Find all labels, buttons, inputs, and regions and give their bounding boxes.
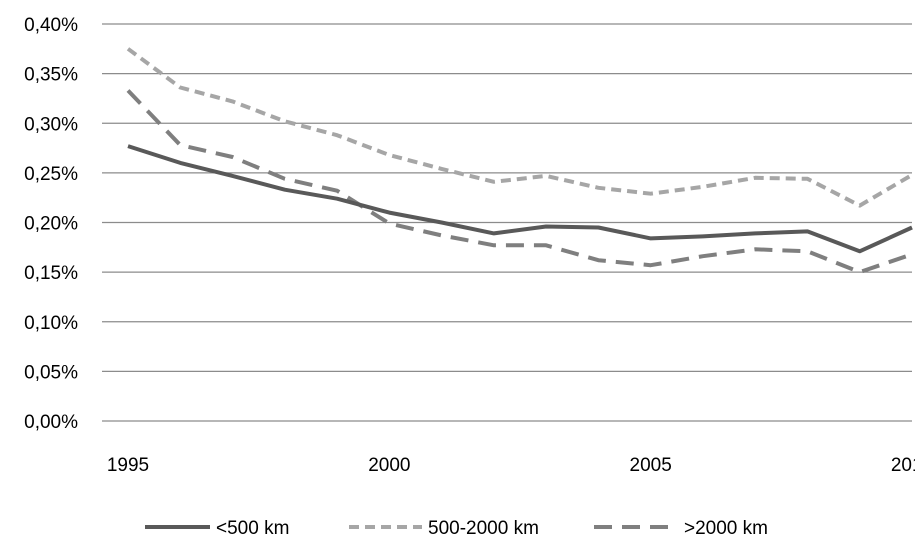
legend-label-0: <500 km <box>216 518 289 539</box>
y-tick-label: 0,25% <box>24 164 78 185</box>
series-line-0 <box>127 144 913 254</box>
gridlines <box>102 23 912 422</box>
series-line-2 <box>126 89 913 275</box>
y-axis-tick-labels: 0,00% 0,05% 0,10% 0,15% 0,20% 0,25% 0,30% 0,35%… <box>24 15 78 433</box>
x-tick-label: 2010 <box>891 455 915 476</box>
series-lines <box>126 47 914 275</box>
legend-label-2: >2000 km <box>684 518 768 539</box>
y-tick-label: 0,10% <box>24 313 78 334</box>
y-tick-label: 0,30% <box>24 114 78 135</box>
y-tick-label: 0,35% <box>24 65 78 86</box>
x-axis-tick-labels: 1995 2000 2005 2010 <box>107 455 915 476</box>
legend: <500 km 500-2000 km >2000 km <box>145 518 768 539</box>
y-tick-label: 0,05% <box>24 362 78 383</box>
x-tick-label: 1995 <box>107 455 149 476</box>
y-tick-label: 0,20% <box>24 214 78 235</box>
series-line-1 <box>126 47 914 208</box>
x-tick-label: 2005 <box>630 455 672 476</box>
y-tick-label: 0,40% <box>24 15 78 36</box>
y-tick-label: 0,15% <box>24 263 78 284</box>
x-tick-label: 2000 <box>368 455 410 476</box>
legend-label-1: 500-2000 km <box>428 518 539 539</box>
y-tick-label: 0,00% <box>24 412 78 433</box>
